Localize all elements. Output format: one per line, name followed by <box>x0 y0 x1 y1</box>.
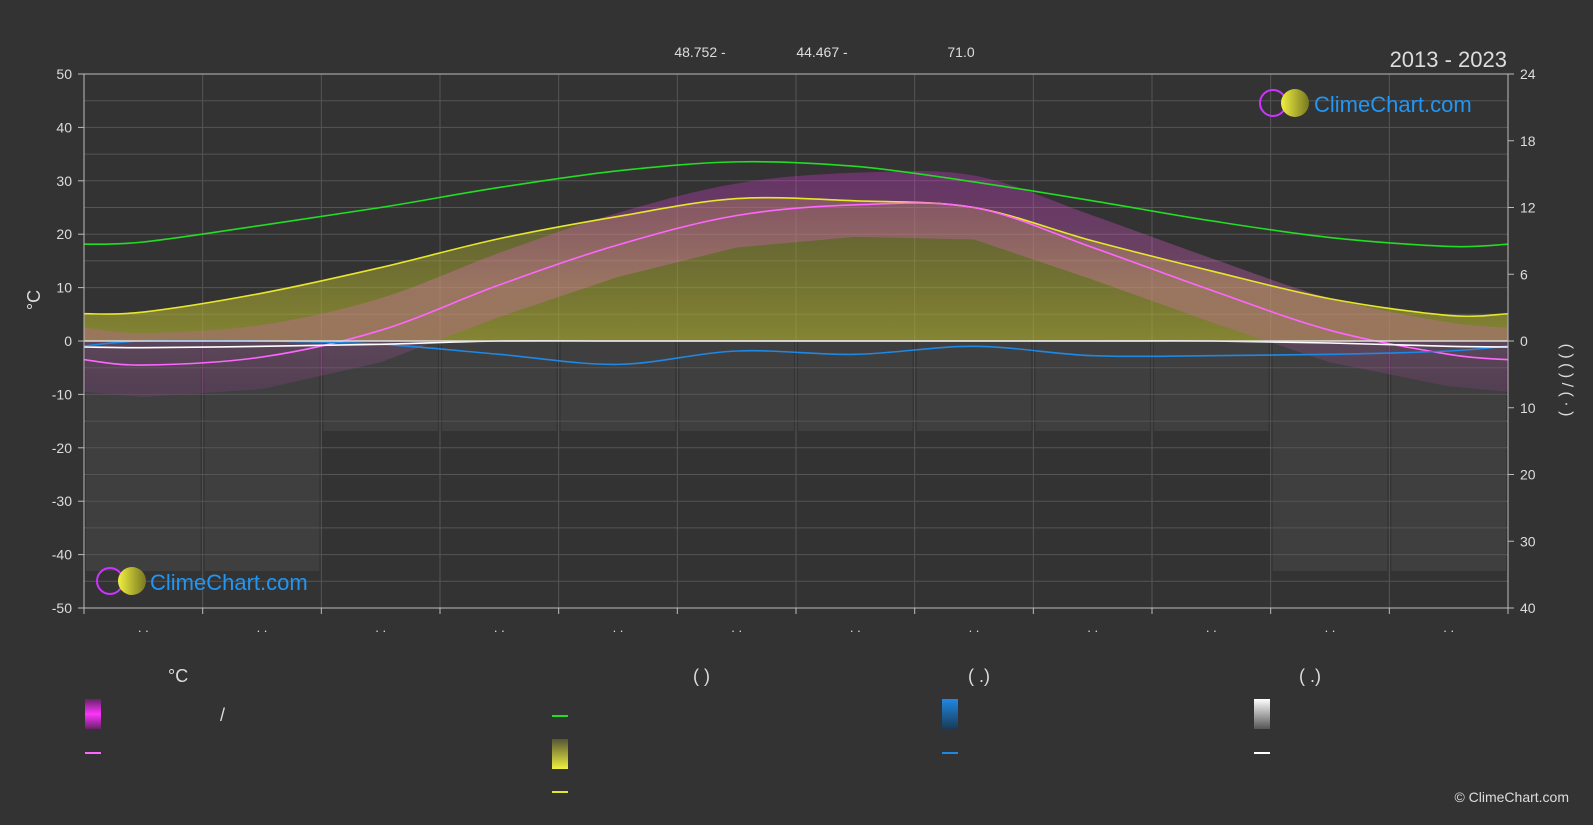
legend-rain-range-swatch <box>942 699 958 729</box>
month-tick-label: . . <box>1325 620 1336 635</box>
month-tick-label: . . <box>257 620 268 635</box>
legend-rain-header: ( .) <box>968 666 990 686</box>
header-coord-2: 44.467 - <box>796 44 848 60</box>
left-tick-label: -30 <box>52 493 72 509</box>
header-coord-3: 71.0 <box>947 44 974 60</box>
logo-sun-icon <box>1281 89 1309 117</box>
right-axis-label: ( ) ( ) / ( · ) <box>1558 344 1575 417</box>
left-tick-label: 0 <box>64 333 72 349</box>
axes: 50 40 30 20 10 0 -10 -20 -30 -40 -50 24 18 12 6 0 10 20 30… <box>52 66 1536 635</box>
left-tick-label: 20 <box>56 226 72 242</box>
legend-sunshine-range-swatch <box>552 739 568 769</box>
legend: °C ( ) ( .) ( .) / <box>85 666 1321 793</box>
right-tick-label-mm: 10 <box>1520 400 1536 416</box>
legend-sunshine-mean-swatch <box>552 791 568 793</box>
precipitation-bar <box>916 341 1032 431</box>
legend-temp-range-swatch <box>85 699 101 729</box>
left-tick-label: 50 <box>56 66 72 82</box>
watermark-top: ClimeChart.com <box>1259 89 1472 117</box>
legend-temp-mean-swatch <box>85 752 101 754</box>
left-tick-label: -10 <box>52 386 72 402</box>
month-tick-label: . . <box>375 620 386 635</box>
legend-daylight-swatch <box>552 715 568 717</box>
watermark-bottom: ClimeChart.com <box>96 567 308 595</box>
left-tick-label: -20 <box>52 440 72 456</box>
daylight-line <box>83 160 1509 248</box>
legend-snow-mean-swatch <box>1254 752 1270 754</box>
right-tick-label-hours: 18 <box>1520 133 1536 149</box>
legend-sun-header: ( ) <box>693 666 710 686</box>
right-tick-label-mm: 30 <box>1520 533 1536 549</box>
month-tick-label: . . <box>1443 620 1454 635</box>
left-tick-label: 40 <box>56 119 72 135</box>
month-tick-label: . . <box>1087 620 1098 635</box>
sunshine-line <box>83 196 1509 318</box>
precipitation-bar <box>1035 341 1150 431</box>
legend-rain-mean-swatch <box>942 752 958 754</box>
right-tick-label-hours: 12 <box>1520 200 1536 216</box>
precipitation-bar <box>679 341 794 431</box>
left-tick-label: 30 <box>56 173 72 189</box>
logo-sun-icon <box>118 567 146 595</box>
watermark-text-bottom: ClimeChart.com <box>150 570 308 595</box>
right-tick-label-mm: 40 <box>1520 600 1536 616</box>
right-tick-label-mm: 20 <box>1520 467 1536 483</box>
copyright: © ClimeChart.com <box>1454 789 1569 805</box>
month-tick-label: . . <box>613 620 624 635</box>
right-tick-label-hours: 0 <box>1520 333 1528 349</box>
month-tick-label: . . <box>494 620 505 635</box>
header-coord-1: 48.752 - <box>674 44 726 60</box>
temperature-range-band <box>84 170 1508 398</box>
precipitation-bar <box>560 341 676 431</box>
legend-snow-range-swatch <box>1254 699 1270 729</box>
precipitation-bar <box>1272 341 1388 571</box>
legend-temp-range-slash: / <box>220 705 225 725</box>
month-tick-label: . . <box>731 620 742 635</box>
watermark-text-top: ClimeChart.com <box>1314 92 1472 117</box>
left-axis-label: °C <box>24 290 44 310</box>
right-tick-label-hours: 6 <box>1520 266 1528 282</box>
month-tick-label: . . <box>138 620 149 635</box>
temperature-mean-line <box>83 202 1509 366</box>
precipitation-bar <box>204 341 320 571</box>
precipitation-bar <box>86 341 201 571</box>
right-tick-label-hours: 24 <box>1520 66 1536 82</box>
precipitation-bar <box>442 341 557 431</box>
month-tick-label: . . <box>969 620 980 635</box>
precipitation-bar <box>323 341 438 431</box>
left-tick-label: 10 <box>56 280 72 296</box>
legend-snow-header: ( .) <box>1299 666 1321 686</box>
left-tick-label: -40 <box>52 547 72 563</box>
month-tick-label: . . <box>850 620 861 635</box>
precipitation-bar <box>1391 341 1506 571</box>
left-tick-label: -50 <box>52 600 72 616</box>
legend-temp-header: °C <box>168 666 188 686</box>
month-tick-label: . . <box>1206 620 1217 635</box>
year-range: 2013 - 2023 <box>1390 47 1507 72</box>
precipitation-bar <box>798 341 913 431</box>
